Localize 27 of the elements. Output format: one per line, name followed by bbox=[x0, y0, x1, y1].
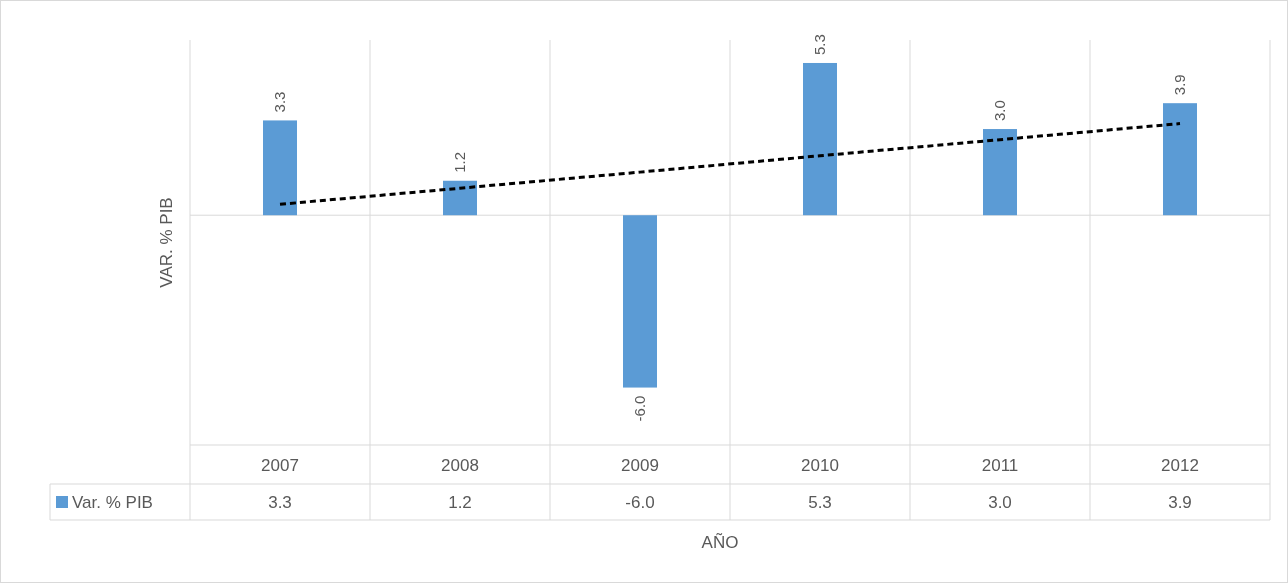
text: 3.3 bbox=[271, 91, 288, 113]
data-label: -6.0 bbox=[625, 493, 655, 512]
x-tick-label: 2011 bbox=[981, 455, 1019, 475]
bar bbox=[983, 129, 1017, 216]
text: -6.0 bbox=[631, 395, 648, 422]
data-label: 3.0 bbox=[988, 493, 1012, 512]
y-axis-title: VAR. % PIB bbox=[157, 197, 176, 288]
x-tick-label: 2012 bbox=[1161, 455, 1199, 475]
data-label: 5.3 bbox=[808, 493, 832, 512]
bar bbox=[1163, 103, 1197, 216]
bar bbox=[623, 215, 657, 388]
bar bbox=[263, 120, 297, 216]
text: 5.3 bbox=[811, 34, 828, 55]
data-label: 3.3 bbox=[268, 493, 292, 512]
x-tick-label: 2009 bbox=[621, 455, 659, 475]
text: 3.0 bbox=[991, 100, 1008, 122]
bar bbox=[443, 180, 477, 216]
x-tick-label: 2010 bbox=[801, 455, 839, 475]
x-tick-label: 2008 bbox=[441, 455, 479, 475]
text: 3.9 bbox=[1171, 74, 1188, 96]
x-tick-label: 2007 bbox=[261, 455, 299, 475]
data-label: 1.2 bbox=[448, 493, 472, 512]
legend-label: Var. % PIB bbox=[72, 493, 153, 512]
bar bbox=[803, 62, 837, 216]
x-axis-title: AÑO bbox=[701, 533, 739, 552]
data-label: 3.9 bbox=[1168, 493, 1192, 512]
text: 1.2 bbox=[451, 151, 468, 173]
